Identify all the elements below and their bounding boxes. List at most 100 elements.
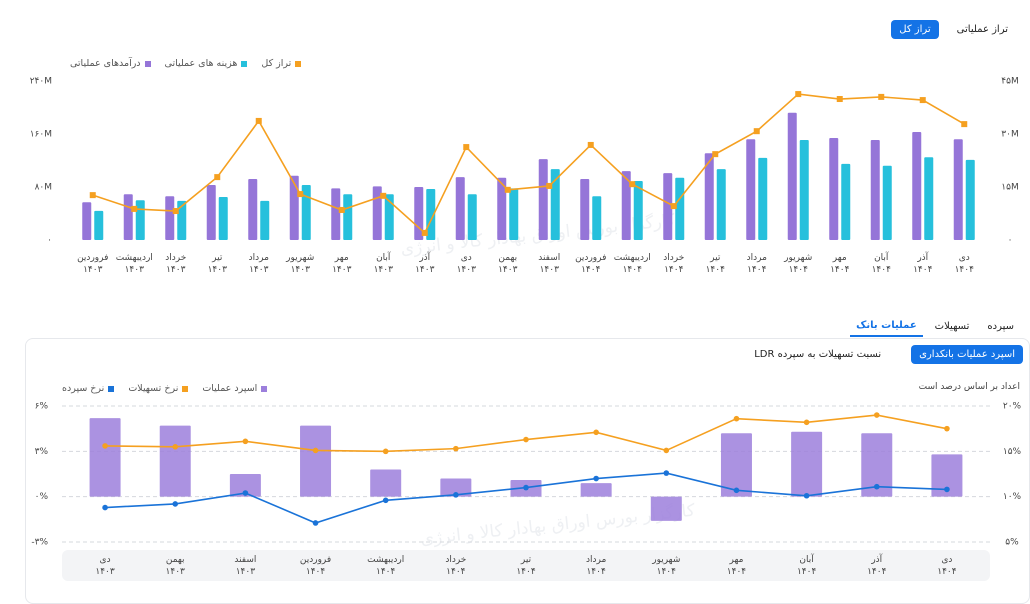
legend-item[interactable]: درآمدهای عملیاتی (70, 58, 151, 69)
point (463, 144, 470, 151)
bar (787, 112, 797, 240)
tab[interactable]: سپرده (987, 321, 1014, 332)
top-tabs: تراز عملیاتی تراز کل (891, 20, 1016, 39)
bar (123, 194, 133, 240)
legend-item[interactable]: هزینه های عملیاتی (165, 58, 248, 69)
point (753, 128, 760, 135)
tab[interactable]: نسبت تسهیلات به سپرده LDR (754, 349, 882, 360)
y-tick-label: ۳% (35, 447, 49, 457)
x-tick-label: اسفند ۱۴۰۳ (234, 555, 257, 577)
bar (882, 165, 892, 240)
tab[interactable]: تسهیلات (934, 321, 970, 332)
bar (289, 175, 299, 240)
y-tick-label: ۰ (47, 236, 52, 246)
bar (704, 153, 714, 240)
point (312, 447, 319, 454)
point (836, 96, 843, 103)
legend-swatch (261, 385, 268, 392)
tab[interactable]: تراز کل (891, 20, 939, 39)
point (546, 182, 553, 189)
legend-label: اسپرد عملیات (202, 383, 258, 394)
x-tick-label: بهمن ۱۴۰۳ (165, 555, 185, 577)
x-tick-label: دی ۱۴۰۳ (95, 555, 115, 577)
tab[interactable]: تراز عملیاتی (956, 24, 1008, 35)
bar (791, 431, 823, 497)
legend-item[interactable]: تراز کل (261, 58, 302, 69)
x-tick-label: تیر ۱۴۰۴ (705, 253, 725, 275)
bar (633, 181, 643, 240)
bar (89, 418, 121, 497)
bar (870, 139, 880, 240)
legend-label: هزینه های عملیاتی (164, 58, 238, 69)
legend-item[interactable]: اسپرد عملیات (202, 383, 268, 394)
legend-item[interactable]: نرخ تسهیلات (128, 383, 189, 394)
point (255, 117, 262, 124)
point (919, 97, 926, 104)
legend-swatch (241, 60, 248, 67)
bar (592, 196, 602, 240)
point (629, 181, 636, 188)
note: اعداد بر اساس درصد است (918, 382, 1020, 392)
bar (716, 169, 726, 240)
bar (159, 425, 191, 497)
point (504, 186, 511, 193)
x-tick-label: آبان ۱۴۰۴ (796, 555, 817, 577)
legend-swatch (144, 60, 151, 67)
bar (965, 159, 975, 240)
legend-swatch (108, 385, 115, 392)
bar (924, 157, 934, 240)
bar (550, 169, 560, 240)
legend-item[interactable]: نرخ سپرده (62, 383, 115, 394)
x-tick-label: مرداد ۱۴۰۴ (585, 555, 607, 577)
point (593, 429, 599, 436)
bar (372, 186, 382, 240)
x-tick-label: شهریور ۱۴۰۴ (784, 253, 813, 275)
bar (300, 425, 332, 497)
tab[interactable]: عملیات بانک (850, 316, 923, 337)
y2-tick-label: ۱۵% (1003, 447, 1022, 457)
point (733, 487, 740, 494)
tab[interactable]: اسپرد عملیات بانکداری (911, 345, 1023, 364)
bar (248, 179, 258, 240)
point (102, 504, 108, 511)
y-tick-label: ۲۴۰M (30, 77, 52, 87)
y2-tick-label: ۳۰M (1001, 130, 1018, 140)
legend: اسپرد عملیات نرخ تسهیلات نرخ سپرده (62, 383, 268, 394)
sub-tabs: اسپرد عملیات بانکداری نسبت تسهیلات به سپر… (746, 345, 1023, 364)
x-tick-label: خرداد ۱۴۰۴ (663, 253, 685, 275)
point (961, 121, 968, 128)
x-tick-label: دی ۱۴۰۴ (937, 555, 957, 577)
x-tick-label: خرداد ۱۴۰۴ (445, 555, 467, 577)
x-tick-label: اردیبهشت ۱۴۰۴ (613, 253, 651, 275)
y2-tick-label: ۰ (1008, 236, 1013, 246)
point (338, 206, 345, 213)
point (172, 208, 179, 215)
legend: درآمدهای عملیاتی هزینه های عملیاتی تراز کل (70, 58, 302, 69)
bar (218, 196, 228, 240)
point (670, 203, 677, 210)
x-tick-label: اسفند ۱۴۰۳ (538, 253, 561, 275)
x-tick-label: تیر ۱۴۰۳ (207, 253, 227, 275)
x-tick-label: تیر ۱۴۰۴ (516, 555, 536, 577)
point (523, 484, 529, 491)
point (214, 174, 221, 181)
x-tick-label: آبان ۱۴۰۳ (373, 253, 393, 275)
point (102, 443, 108, 449)
bar (799, 139, 809, 240)
point (380, 192, 387, 199)
y-tick-label: ۸۰M (35, 183, 52, 193)
x-tick-label: آذر ۱۴۰۳ (415, 253, 435, 275)
point (242, 490, 249, 496)
point (803, 419, 810, 426)
bar (720, 433, 752, 497)
bar (206, 185, 216, 240)
point (873, 412, 880, 418)
bar (177, 200, 187, 240)
point (593, 475, 599, 482)
bar (912, 132, 922, 240)
point (712, 151, 719, 158)
bar (467, 194, 477, 240)
legend-swatch (182, 385, 189, 392)
